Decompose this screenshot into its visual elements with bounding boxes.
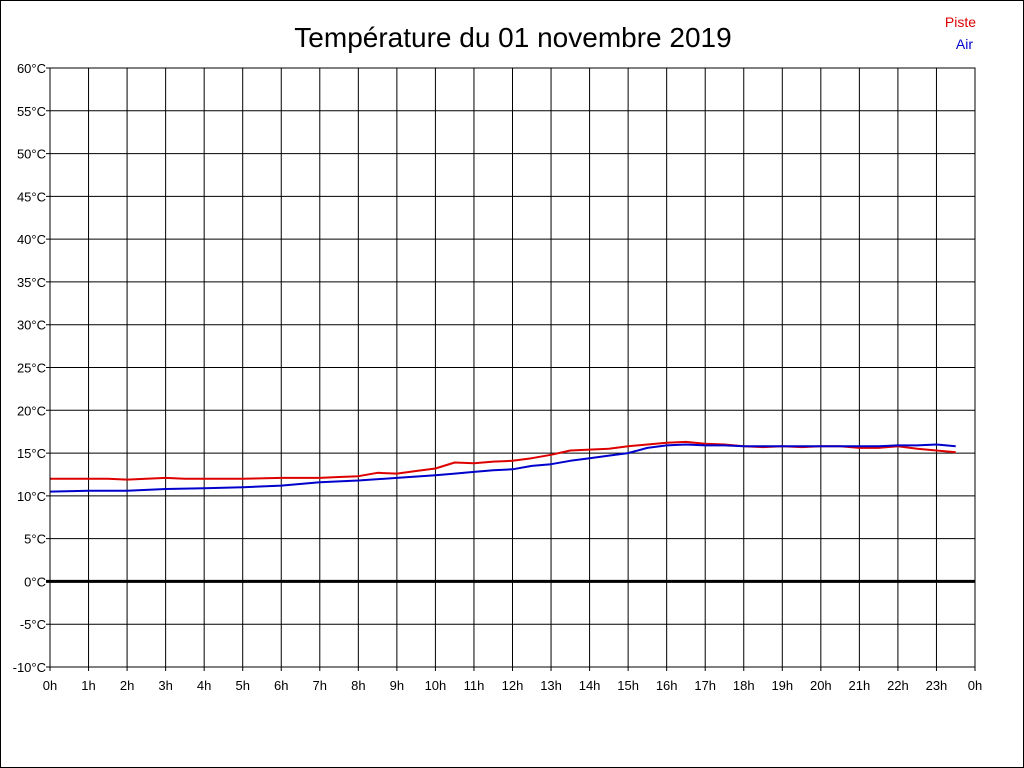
x-tick-label: 15h (617, 678, 639, 693)
x-tick-label: 9h (390, 678, 404, 693)
y-tick-label: 20°C (17, 403, 46, 418)
x-tick-label: 5h (235, 678, 249, 693)
x-tick-label: 8h (351, 678, 365, 693)
x-tick-label: 1h (81, 678, 95, 693)
y-tick-label: 40°C (17, 232, 46, 247)
plot-border (49, 67, 976, 668)
x-tick-label: 16h (656, 678, 678, 693)
x-tick-label: 19h (771, 678, 793, 693)
y-tick-label: 50°C (17, 147, 46, 162)
x-tick-label: 12h (502, 678, 524, 693)
x-tick-label: 10h (425, 678, 447, 693)
x-tick-label: 3h (158, 678, 172, 693)
x-tick-label: 14h (579, 678, 601, 693)
y-tick-label: 55°C (17, 104, 46, 119)
y-tick-label: 0°C (24, 574, 46, 589)
series-line-air (49, 443, 956, 493)
y-tick-label: 30°C (17, 318, 46, 333)
axis-labels: 0h 1h 2h 3h 4h 5h 6h 7h 8h 9h 10h 11h 12h 13h 14h 15h 16… (13, 61, 983, 693)
x-tick-label: 4h (197, 678, 211, 693)
chart-title: Température du 01 novembre 2019 (294, 22, 731, 53)
y-tick-label: 60°C (17, 61, 46, 76)
x-tick-label: 20h (810, 678, 832, 693)
x-tick-label: 13h (540, 678, 562, 693)
x-tick-label: 22h (887, 678, 909, 693)
y-tick-label: 15°C (17, 446, 46, 461)
y-tick-label: 45°C (17, 189, 46, 204)
legend-air: Air (956, 36, 973, 52)
series-line-piste (50, 440, 956, 481)
x-tick-label: 18h (733, 678, 755, 693)
y-tick-label: -5°C (20, 617, 46, 632)
y-tick-label: 35°C (17, 275, 46, 290)
x-tick-label: 0h (968, 678, 982, 693)
x-tick-label: 0h (43, 678, 57, 693)
grid (46, 67, 976, 671)
x-tick-label: 23h (926, 678, 948, 693)
x-tick-label: 21h (849, 678, 871, 693)
series-lines (49, 440, 956, 493)
y-tick-label: -10°C (13, 660, 46, 675)
x-tick-label: 17h (694, 678, 716, 693)
x-tick-label: 7h (313, 678, 327, 693)
x-tick-label: 6h (274, 678, 288, 693)
x-tick-label: 2h (120, 678, 134, 693)
legend-piste: Piste (945, 14, 976, 30)
y-tick-label: 25°C (17, 361, 46, 376)
x-tick-label: 11h (464, 678, 485, 693)
y-tick-label: 10°C (17, 489, 46, 504)
y-tick-label: 5°C (24, 532, 46, 547)
